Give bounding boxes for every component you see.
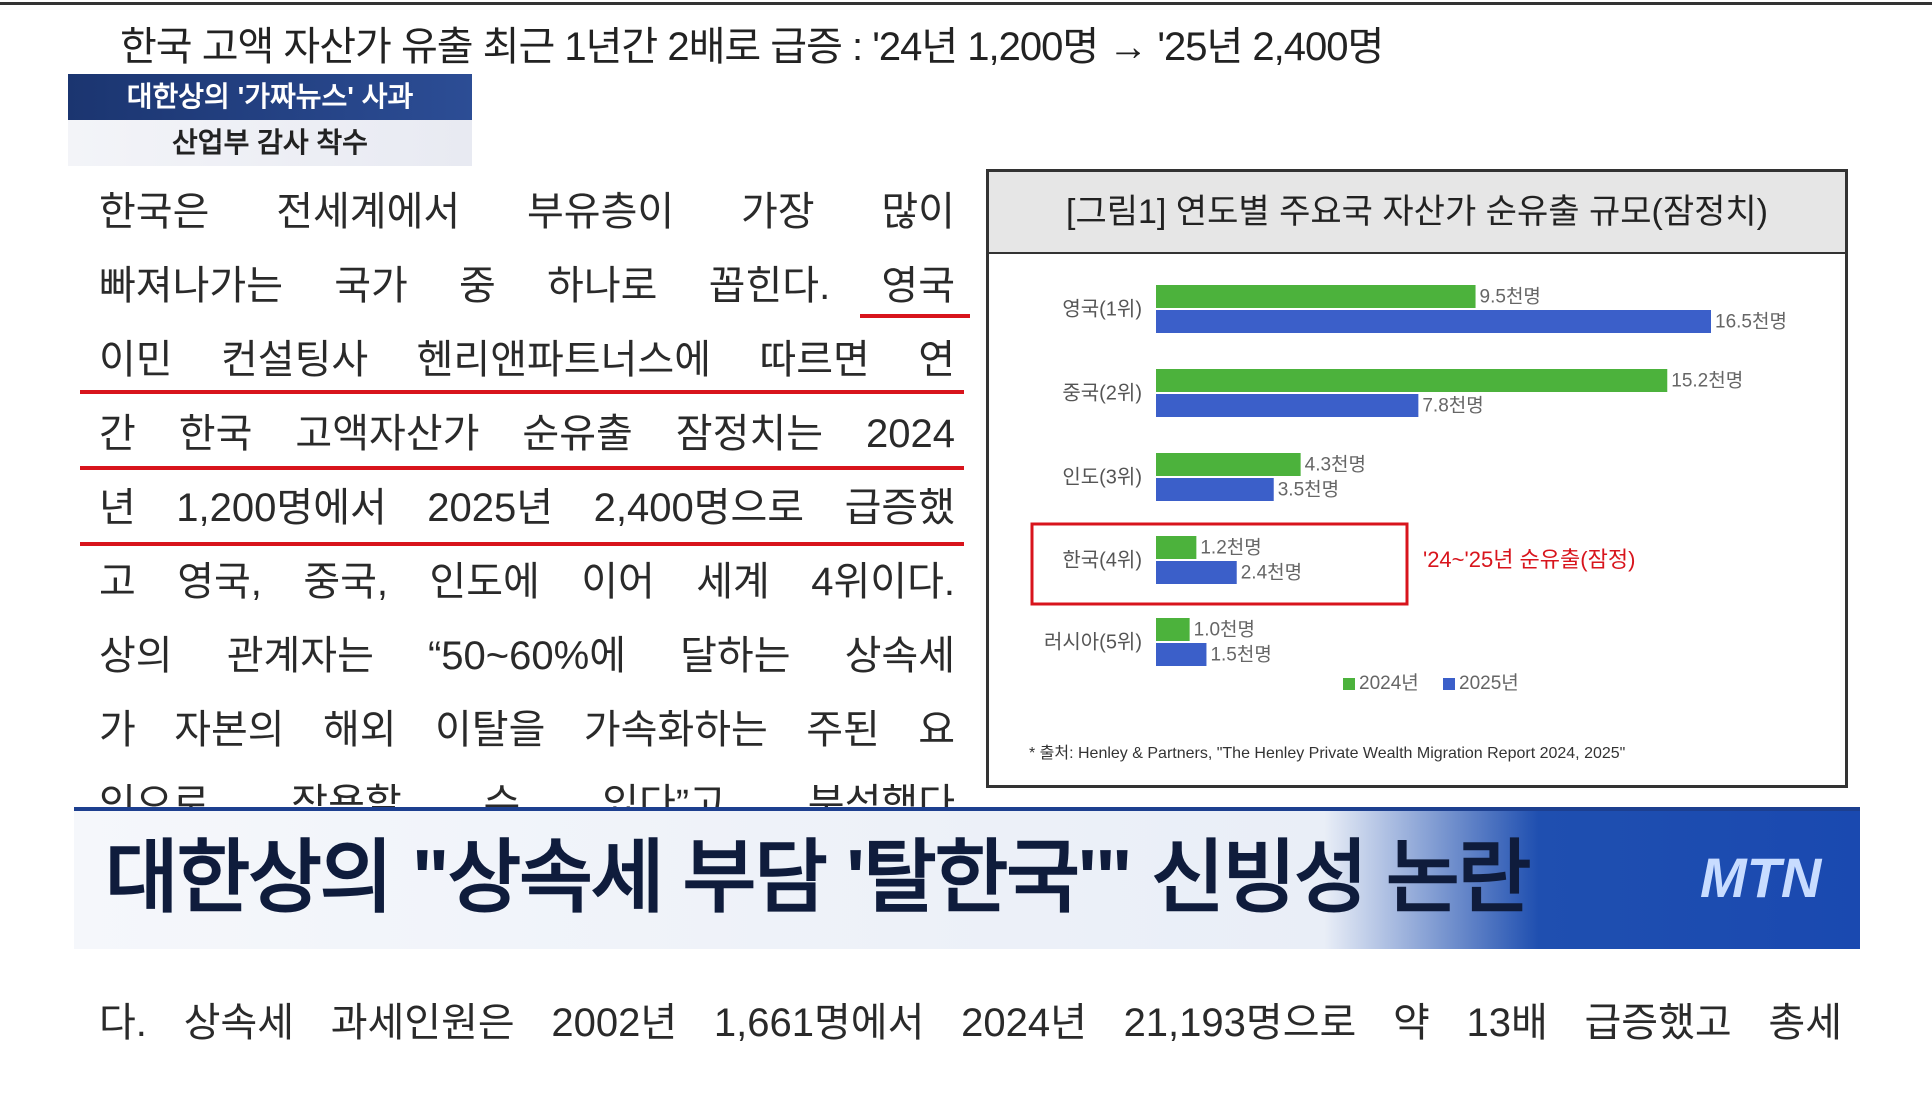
bar [1156,643,1207,666]
chart-title-band [989,172,1845,253]
news-subtag: 산업부 감사 착수 [68,120,472,166]
value-label: 2.4천명 [1241,562,1302,584]
headline-banner [74,807,1860,949]
bar [1156,453,1301,476]
source-note: * 출처: Henley & Partners, "The Henley Pri… [1029,744,1625,762]
bar [1156,310,1711,333]
value-label: 1.2천명 [1200,537,1261,559]
document-heading: 한국 고액 자산가 유출 최근 1년간 2배로 급증 : '24년 1,200명… [120,25,1384,69]
value-label: 7.8천명 [1422,395,1483,417]
border-line [0,2,1932,5]
bar [1156,478,1274,501]
paragraph-line: 년 1,200명에서 2025년 2,400명으로 급증했 [99,486,955,530]
underline [80,542,964,546]
bar [1156,618,1190,641]
paragraph-line: 고 영국, 중국, 인도에 이어 세계 4위이다. [99,560,955,604]
paragraph-line: 이민 컨설팅사 헨리앤파트너스에 따르면 연 [99,338,955,382]
value-label: 16.5천명 [1715,311,1787,333]
value-label: 9.5천명 [1480,286,1541,308]
y-tick-label: 중국(2위) [1062,381,1142,404]
value-label: 4.3천명 [1305,454,1366,476]
chart-frame: [그림1] 연도별 주요국 자산가 순유출 규모(잠정치) 영국(1위) 9.5천… [986,169,1848,788]
bar [1156,561,1237,584]
chart: [그림1] 연도별 주요국 자산가 순유출 규모(잠정치) 영국(1위) 9.5천… [989,172,1845,762]
channel-logo: MTN [1700,846,1822,909]
annotation: '24~'25년 순유출(잠정) [1423,547,1635,572]
paragraph-line: 상의 관계자는 “50~60%에 달하는 상속세 [99,634,955,678]
bar [1156,285,1476,308]
underline [80,466,964,470]
news-tag: 대한상의 '가짜뉴스' 사과 [68,74,472,120]
paragraph-line: 한국은 전세계에서 부유층이 가장 많이 [99,190,955,234]
bar [1156,369,1668,392]
y-tick-label: 인도(3위) [1062,465,1142,488]
bar [1156,394,1419,417]
paragraph-line: 다. 상속세 과세인원은 2002년 1,661명에서 2024년 21,193… [99,1001,1842,1045]
underline [860,314,970,318]
headline: 대한상의 "상속세 부담 '탈한국'" 신빙성 논란 [105,833,1531,922]
y-tick-label: 한국(4위) [1062,548,1142,571]
y-tick-label: 영국(1위) [1062,297,1142,320]
value-label: 1.0천명 [1194,619,1255,641]
value-label: 3.5천명 [1278,479,1339,501]
bar [1156,536,1197,559]
legend-label: 2025년 [1459,672,1519,694]
paragraph-line: 가 자본의 해외 이탈을 가속화하는 주된 요 [99,708,955,752]
highlight-box [1030,522,1409,606]
chart-title: [그림1] 연도별 주요국 자산가 순유출 규모(잠정치) [1066,193,1768,231]
y-tick-label: 러시아(5위) [1044,630,1142,653]
legend-label: 2024년 [1359,672,1419,694]
paragraph-line: 간 한국 고액자산가 순유출 잠정치는 2024 [99,412,955,456]
value-label: 1.5천명 [1210,644,1271,666]
legend-swatch [1343,678,1355,690]
paragraph-line: 빠져나가는 국가 중 하나로 꼽힌다. 영국 [99,264,955,308]
legend-swatch [1443,678,1455,690]
underline [80,390,964,394]
value-label: 15.2천명 [1671,370,1743,392]
